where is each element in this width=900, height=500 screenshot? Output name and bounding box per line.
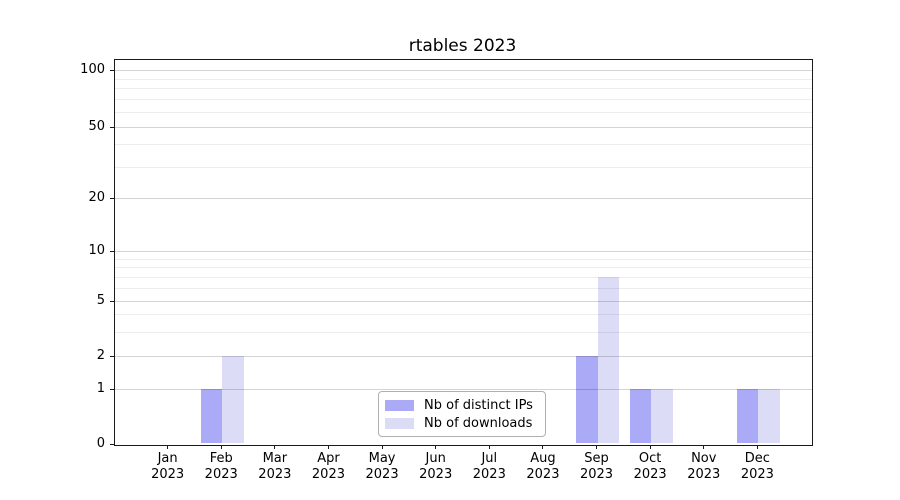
y-tick-label-0: 0 [96,436,105,451]
minor-gridline-4 [115,314,812,316]
x-tick-label-jun: Jun 2023 [419,451,453,482]
x-tick-jun [435,445,437,449]
gridline-5 [115,301,812,302]
y-tick-20 [110,197,114,199]
x-tick-oct [649,445,651,449]
bar-nb-of-distinct-ips-sep [576,356,598,443]
chart-title: rtables 2023 [408,36,517,56]
y-tick-0 [110,443,114,445]
legend-item-downloads: Nb of downloads [385,415,537,431]
bar-nb-of-downloads-sep [597,276,619,443]
y-tick-label-100: 100 [80,62,105,77]
minor-gridline-90 [115,78,812,80]
legend-label-downloads: Nb of downloads [424,415,533,431]
minor-gridline-7 [115,276,812,278]
x-tick-apr [327,445,329,449]
x-tick-label-sep: Sep 2023 [579,451,614,482]
y-tick-label-2: 2 [96,348,105,363]
x-tick-aug [542,445,544,449]
minor-gridline-8 [115,267,812,269]
legend: Nb of distinct IPs Nb of downloads [378,391,546,437]
x-tick-feb [220,445,222,449]
y-tick-100 [110,69,114,71]
bar-nb-of-distinct-ips-feb [200,389,223,443]
y-tick-1 [110,388,114,390]
y-tick-10 [110,250,114,252]
legend-label-distinct-ips: Nb of distinct IPs [424,397,533,413]
x-tick-label-oct: Oct 2023 [633,451,667,482]
x-tick-jul [488,445,490,449]
gridline-50 [115,127,812,128]
minor-gridline-6 [115,287,812,289]
legend-swatch-downloads [385,417,414,429]
x-tick-jan [167,445,169,449]
x-tick-label-feb: Feb 2023 [204,451,238,482]
minor-gridline-70 [115,99,812,101]
y-tick-label-20: 20 [88,190,105,205]
x-tick-nov [703,445,705,449]
gridline-20 [115,198,812,199]
bar-nb-of-downloads-feb [222,356,244,443]
x-tick-sep [596,445,598,449]
x-tick-label-may: May 2023 [365,451,399,482]
x-tick-label-jan: Jan 2023 [151,451,185,482]
gridline-1 [115,389,812,390]
y-tick-label-1: 1 [96,381,105,396]
y-tick-label-50: 50 [88,119,105,134]
minor-gridline-60 [115,112,812,113]
x-tick-label-jul: Jul 2023 [472,451,506,482]
x-tick-label-aug: Aug 2023 [526,451,560,482]
bar-nb-of-downloads-dec [758,389,780,443]
y-tick-5 [110,300,114,302]
gridline-10 [115,251,812,252]
x-tick-label-mar: Mar 2023 [258,451,292,482]
bar-nb-of-downloads-oct [651,389,673,443]
x-tick-mar [274,445,276,449]
x-tick-may [381,445,383,449]
y-tick-2 [110,355,114,357]
legend-item-distinct-ips: Nb of distinct IPs [385,397,537,413]
minor-gridline-40 [115,144,812,146]
y-tick-label-5: 5 [96,293,105,308]
gridline-2 [115,356,812,357]
y-tick-50 [110,126,114,128]
bar-nb-of-distinct-ips-oct [629,389,652,443]
minor-gridline-9 [115,258,812,260]
gridline-100 [115,70,812,71]
plot-area [114,59,813,446]
minor-gridline-3 [115,331,812,333]
x-tick-label-dec: Dec 2023 [740,451,774,482]
x-tick-dec [756,445,758,449]
legend-swatch-distinct-ips [385,399,414,411]
bar-nb-of-distinct-ips-dec [736,389,759,443]
x-tick-label-apr: Apr 2023 [311,451,345,482]
x-tick-label-nov: Nov 2023 [687,451,721,482]
minor-gridline-30 [115,166,812,168]
minor-gridline-80 [115,88,812,90]
y-tick-label-10: 10 [88,243,105,258]
